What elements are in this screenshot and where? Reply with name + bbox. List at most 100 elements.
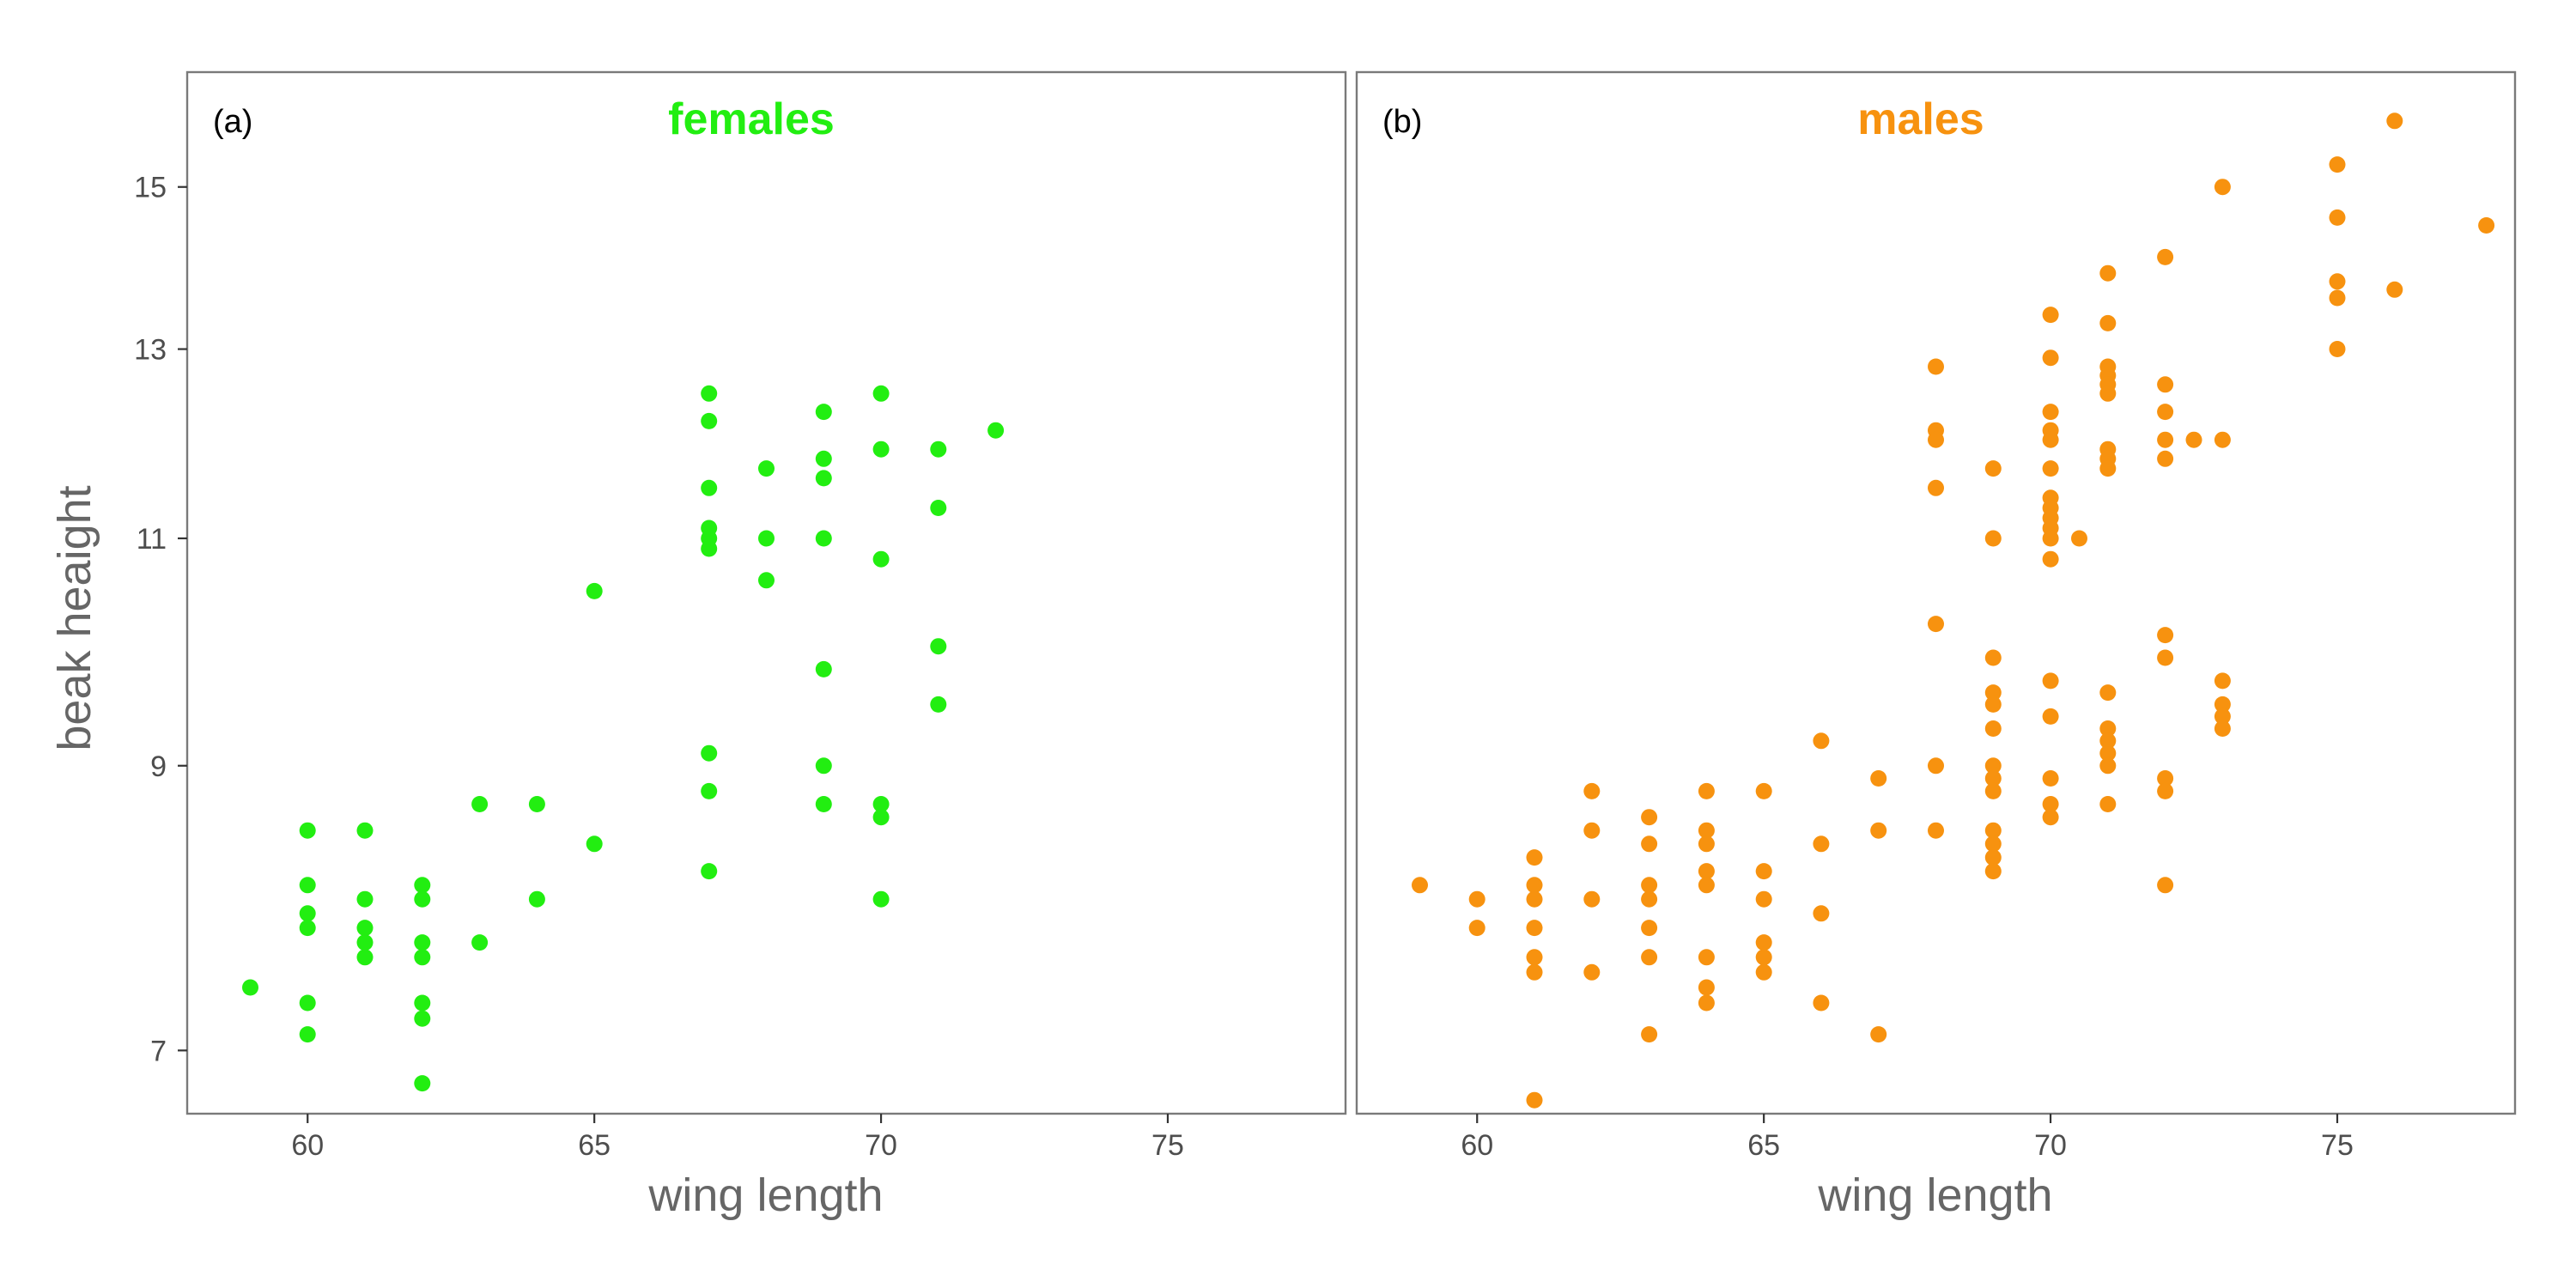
data-point [1641, 920, 1658, 937]
data-point [2042, 796, 2059, 812]
data-point [701, 782, 718, 799]
data-point [2099, 757, 2117, 775]
data-point [815, 757, 832, 775]
points-layer [242, 385, 1005, 1092]
data-point [299, 994, 316, 1012]
data-point [1984, 757, 2002, 775]
data-point [1698, 863, 1715, 880]
y-axis-title: beak heaight [49, 485, 100, 750]
data-point [2042, 307, 2059, 324]
data-point [1813, 905, 1830, 922]
y-tick-label: 13 [134, 334, 167, 367]
data-point [2329, 341, 2346, 357]
data-point [1813, 994, 1830, 1012]
data-point [242, 979, 258, 996]
data-point [2042, 431, 2059, 448]
data-point [1641, 809, 1658, 826]
data-point [2042, 530, 2059, 547]
data-point [2329, 156, 2346, 173]
panel-title: females [668, 94, 835, 144]
data-point [2042, 460, 2059, 477]
data-point [930, 638, 947, 655]
y-tick-label: 9 [150, 750, 167, 783]
data-point [1698, 979, 1715, 996]
data-point [1984, 782, 2002, 799]
data-point [1984, 849, 2002, 866]
data-point [1641, 1026, 1658, 1043]
data-point [1526, 949, 1543, 966]
data-point [2042, 672, 2059, 690]
data-point [872, 809, 890, 826]
data-point [1698, 782, 1715, 799]
data-point [2042, 708, 2059, 725]
data-point [2478, 217, 2495, 234]
data-point [1755, 890, 1772, 908]
data-point [356, 949, 374, 966]
data-point [2071, 530, 2087, 547]
data-point [356, 934, 374, 951]
data-point [1984, 649, 2002, 666]
data-point [701, 863, 718, 880]
data-point [930, 696, 947, 713]
data-point [701, 540, 718, 557]
data-point [1928, 822, 1944, 839]
panel-frame [1355, 70, 2517, 1115]
y-tick-label: 11 [137, 523, 167, 556]
data-point [2157, 248, 2174, 265]
panel-males: (b) males 60 65 70 75 wing length [1355, 70, 2517, 1221]
data-point [872, 440, 890, 458]
data-point [1984, 460, 2002, 477]
data-point [2157, 404, 2174, 421]
data-point [1468, 920, 1485, 937]
data-point [815, 470, 832, 487]
data-point [1698, 877, 1715, 894]
data-point [1984, 863, 2002, 880]
y-axis: 7 9 11 13 15 [134, 172, 187, 1067]
data-point [2185, 431, 2202, 448]
data-point [299, 920, 316, 937]
data-point [414, 934, 431, 951]
data-point [414, 1075, 431, 1092]
data-point [1583, 822, 1601, 839]
data-point [1755, 863, 1772, 880]
data-point [1641, 949, 1658, 966]
data-point [1755, 949, 1772, 966]
data-point [2329, 289, 2346, 307]
data-point [1641, 877, 1658, 894]
data-point [2214, 179, 2231, 196]
data-point [1813, 835, 1830, 853]
data-point [356, 890, 374, 908]
data-point [1813, 732, 1830, 750]
data-point [471, 796, 489, 812]
data-point [1698, 949, 1715, 966]
data-point [758, 460, 775, 477]
data-point [1583, 963, 1601, 981]
data-point [2042, 809, 2059, 826]
panel-females: (a) females 60 65 70 75 7 9 11 13 15 wing lengt… [134, 70, 1347, 1221]
data-point [2099, 684, 2117, 702]
data-point [758, 530, 775, 547]
data-point [815, 796, 832, 812]
data-point [1984, 770, 2002, 787]
data-point [2329, 209, 2346, 226]
data-point [1984, 835, 2002, 853]
data-point [1984, 696, 2002, 713]
data-point [701, 479, 718, 496]
data-point [1984, 684, 2002, 702]
panel-frame [185, 70, 1347, 1115]
data-point [1870, 770, 1887, 787]
data-point [299, 877, 316, 894]
data-point [758, 572, 775, 589]
data-point [414, 890, 431, 908]
x-tick-label: 70 [865, 1129, 897, 1162]
data-point [1641, 890, 1658, 908]
data-point [815, 404, 832, 421]
data-point [872, 385, 890, 402]
data-point [1698, 994, 1715, 1012]
data-point [815, 660, 832, 677]
data-point [2099, 732, 2117, 750]
x-tick-label: 75 [1151, 1129, 1184, 1162]
data-point [2099, 264, 2117, 282]
data-point [2157, 450, 2174, 467]
